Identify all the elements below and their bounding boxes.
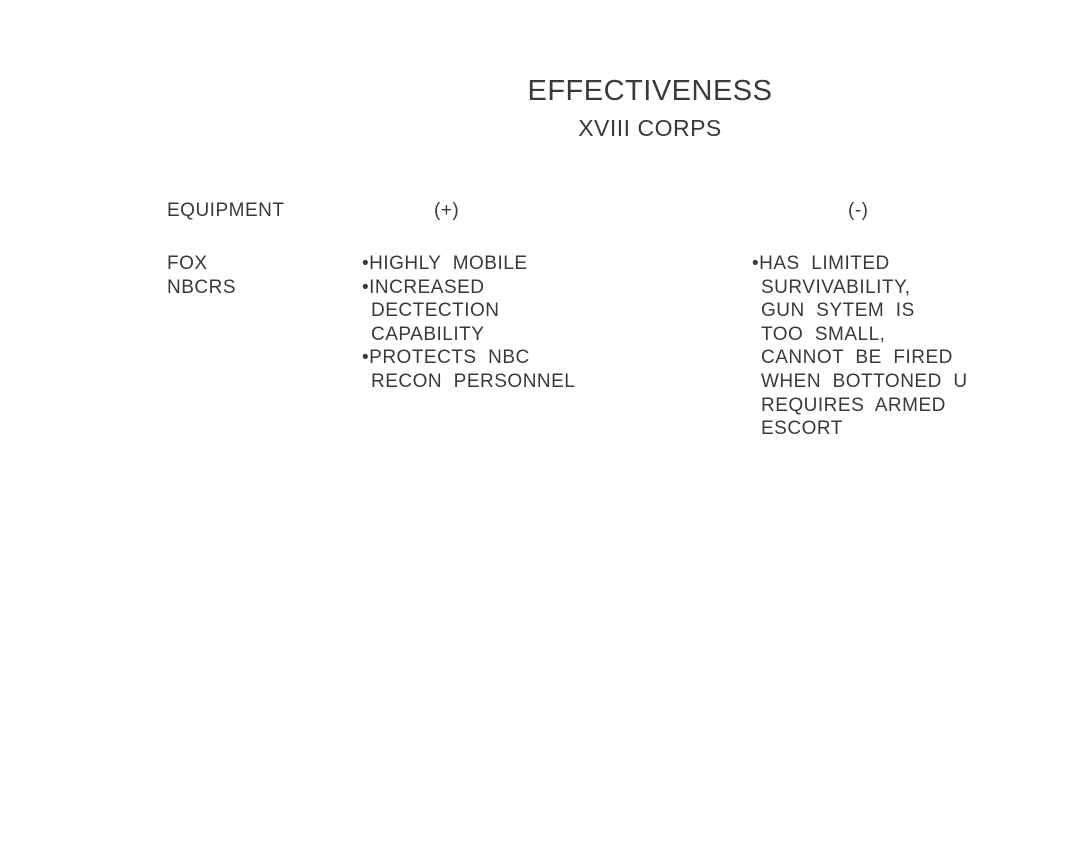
page-subtitle: XVIII CORPS [578,115,722,141]
minus-line: CANNOT BE FIRED [761,347,953,369]
plus-line: RECON PERSONNEL [371,370,576,392]
minus-line: GUN SYTEM IS [761,300,915,322]
minus-line: REQUIRES ARMED [761,394,946,416]
plus-line: CAPABILITY [371,323,485,345]
equipment-name: FOX [167,253,208,274]
header-equipment: EQUIPMENT [167,200,285,221]
plus-line: •PROTECTS NBC [362,347,530,369]
plus-line: DECTECTION [371,300,500,322]
plus-line: •HIGHLY MOBILE [362,253,528,274]
minus-line: ESCORT [761,418,843,440]
minus-line: SURVIVABILITY, [761,276,911,298]
minus-line: WHEN BOTTONED U [761,370,968,392]
header-plus: (+) [434,200,460,221]
equipment-name: NBCRS [167,276,237,298]
minus-column: •HAS LIMITED SURVIVABILITY, GUN SYTEM IS TO… [752,252,1067,441]
header-minus: (-) [848,200,869,221]
minus-line: •HAS LIMITED [752,253,890,274]
minus-line: TOO SMALL, [761,323,886,345]
page-title: EFFECTIVENESS [527,75,773,107]
plus-column: •HIGHLY MOBILE •INCREASED DECTECTION CAPABI… [362,252,575,394]
equipment-column: FOX NBCRS [167,252,236,299]
plus-line: •INCREASED [362,276,485,298]
